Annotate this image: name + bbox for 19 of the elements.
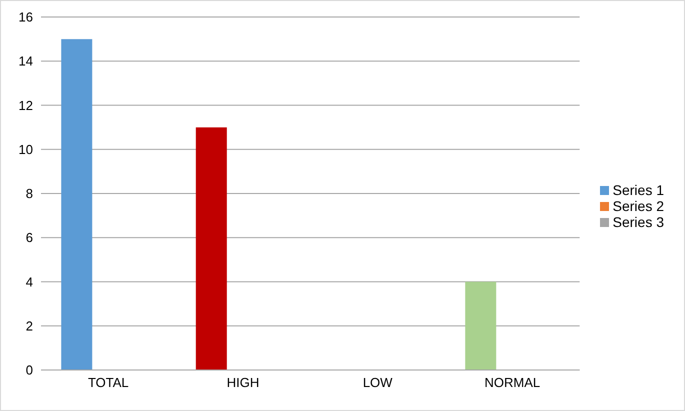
y-tick-label: 6: [26, 230, 33, 246]
y-tick-label: 14: [18, 54, 33, 69]
x-tick-label: LOW: [362, 375, 394, 390]
legend-label: Series 2: [612, 198, 664, 214]
y-tick-label: 12: [18, 98, 33, 113]
x-tick-label: TOTAL: [88, 375, 129, 390]
y-tick-label: 0: [26, 362, 33, 378]
y-tick-label: 10: [18, 142, 33, 157]
bar: [61, 39, 92, 370]
bar: [196, 127, 227, 370]
x-tick-label: NORMAL: [484, 375, 540, 390]
legend-label: Series 1: [612, 182, 664, 198]
y-tick-label: 2: [26, 318, 33, 334]
y-tick-label: 8: [26, 186, 33, 202]
x-tick-label: HIGH: [226, 375, 260, 390]
legend-label: Series 3: [612, 214, 664, 230]
y-tick-label: 16: [18, 10, 33, 25]
y-tick-label: 4: [26, 274, 33, 290]
bar: [465, 282, 496, 370]
